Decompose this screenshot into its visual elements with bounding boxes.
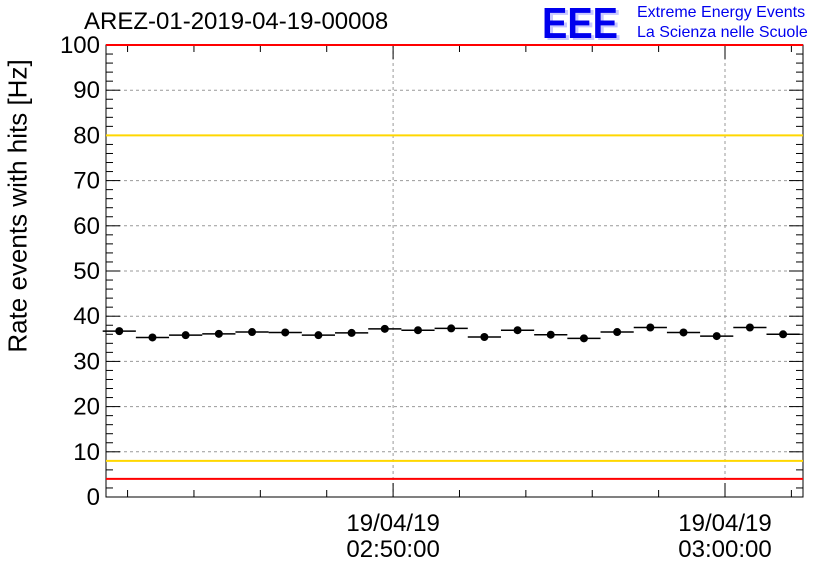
logo-line-1: Extreme Energy Events [637,4,806,21]
x-tick-label-date: 19/04/19 [346,510,439,537]
data-point [480,332,489,341]
data-point [745,323,754,332]
data-point [148,333,157,342]
y-tick-label: 40 [73,303,100,330]
y-tick-label: 70 [73,168,100,195]
y-tick-label: 80 [73,122,100,149]
data-point [613,328,622,337]
y-tick-label: 90 [73,77,100,104]
data-point [181,331,190,340]
y-tick-label: 10 [73,439,100,466]
logo-line-2: La Scienza nelle Scuole [637,24,808,41]
y-tick-label: 60 [73,213,100,240]
data-point [214,329,223,338]
y-tick-label: 50 [73,258,100,285]
eee-logo: EEE EEE [542,2,621,44]
data-point [579,334,588,343]
data-point [779,330,788,339]
data-point [513,326,522,335]
data-point [314,331,323,340]
data-point [546,330,555,339]
logo-text: Extreme Energy Events La Scienza nelle S… [637,3,808,43]
chart-title: AREZ-01-2019-04-19-00008 [84,8,389,35]
y-tick-label: 100 [60,32,100,59]
data-point [281,328,290,337]
data-point [712,332,721,341]
data-point [447,324,456,333]
data-point [679,328,688,337]
y-tick-label: 20 [73,394,100,421]
logo-mark: EEE [542,2,618,44]
data-point [248,328,257,337]
data-point [115,327,124,336]
x-tick-label-time: 02:50:00 [346,536,439,563]
x-tick-label-date: 19/04/19 [678,510,771,537]
data-point [347,328,356,337]
svg-text:EEE: EEE [545,2,621,44]
data-point [646,323,655,332]
data-point [413,326,422,335]
y-tick-label: 0 [87,484,100,511]
y-tick-label: 30 [73,348,100,375]
data-point [380,324,389,333]
x-tick-label-time: 03:00:00 [678,536,771,563]
